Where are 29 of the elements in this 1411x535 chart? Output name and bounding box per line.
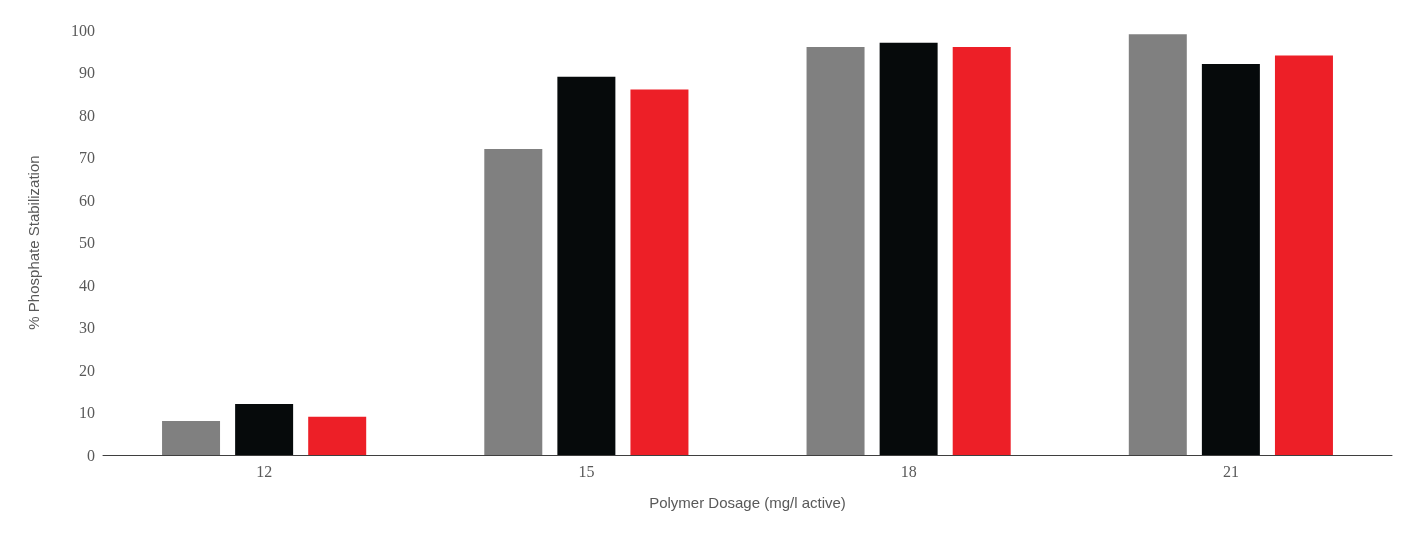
bar	[235, 404, 294, 455]
y-tick-label: 80	[79, 106, 95, 124]
bar	[1274, 55, 1333, 455]
bar	[952, 47, 1011, 455]
y-tick-label: 20	[79, 361, 95, 379]
y-tick-label: 70	[79, 149, 95, 166]
bar	[1128, 34, 1187, 455]
bar	[1201, 64, 1260, 455]
bar	[308, 416, 367, 455]
y-tick-label: 30	[79, 319, 95, 336]
x-tick-label: 15	[578, 462, 595, 480]
y-tick-label: 40	[79, 276, 95, 294]
bar	[162, 421, 221, 455]
bar	[806, 47, 865, 455]
y-tick-label: 50	[79, 234, 95, 251]
x-axis-title: Polymer Dosage (mg/l active)	[649, 494, 846, 511]
y-tick-label: 10	[79, 404, 95, 421]
y-tick-label: 0	[87, 446, 95, 464]
y-tick-label: 100	[71, 21, 95, 39]
y-tick-label: 60	[79, 191, 95, 209]
bar	[557, 76, 616, 455]
bar	[630, 89, 689, 455]
bar	[879, 42, 938, 455]
x-tick-label: 12	[256, 462, 273, 480]
y-tick-label: 90	[79, 64, 95, 81]
y-axis-title: % Phosphate Stabilization	[25, 155, 42, 330]
x-tick-label: 21	[1222, 462, 1239, 480]
x-tick-label: 18	[900, 462, 917, 480]
bar	[484, 149, 543, 455]
